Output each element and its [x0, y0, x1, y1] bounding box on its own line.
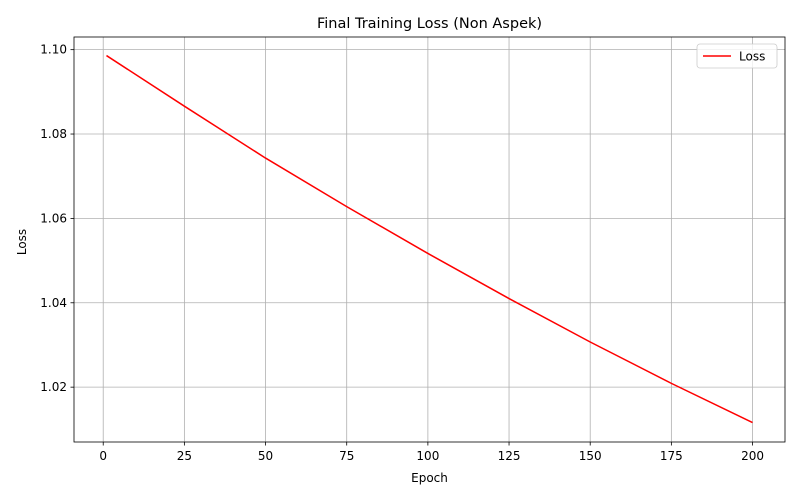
x-tick-label: 200 [741, 449, 764, 463]
plot-frame [73, 36, 786, 443]
y-tick-label: 1.04 [40, 296, 67, 310]
x-tick-label: 175 [660, 449, 683, 463]
legend-entry-label: Loss [739, 50, 765, 64]
series-lines [106, 54, 753, 424]
y-tick-label: 1.06 [40, 211, 67, 225]
x-tick-label: 0 [99, 449, 107, 463]
x-tick-label: 75 [339, 449, 354, 463]
chart-title: Final Training Loss (Non Aspek) [317, 16, 542, 32]
series-line-loss [106, 54, 753, 424]
y-tick-label: 1.10 [40, 43, 67, 57]
legend: Loss [696, 43, 778, 69]
x-axis-ticks: 0 25 50 75 100 125 150 175 200 [99, 442, 764, 463]
y-tick-label: 1.02 [40, 380, 67, 394]
y-axis-ticks: 1.02 1.04 1.06 1.08 1.10 [40, 43, 74, 394]
x-tick-label: 25 [177, 449, 192, 463]
x-axis-label: Epoch [411, 471, 448, 485]
x-tick-label: 100 [416, 449, 439, 463]
legend-box [696, 43, 778, 69]
x-tick-label: 50 [258, 449, 273, 463]
y-tick-label: 1.08 [40, 127, 67, 141]
grid-lines [74, 37, 785, 442]
y-axis-label: Loss [15, 229, 29, 255]
x-tick-label: 150 [579, 449, 602, 463]
x-tick-label: 125 [498, 449, 521, 463]
